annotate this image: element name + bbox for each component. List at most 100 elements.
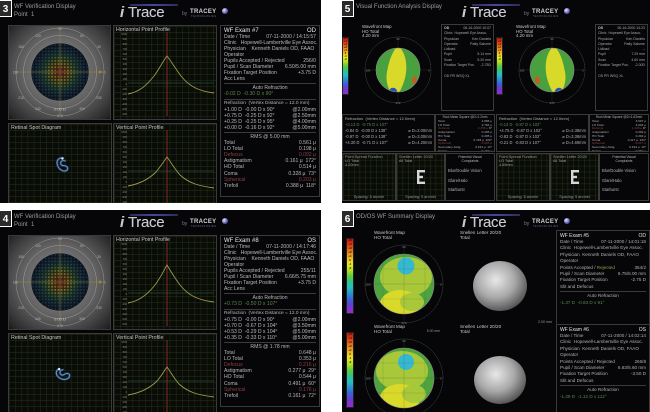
svg-text:-300: -300 bbox=[122, 307, 128, 311]
svg-text:900: 900 bbox=[123, 345, 128, 349]
svg-text:60: 60 bbox=[80, 34, 84, 38]
svg-text:0: 0 bbox=[104, 71, 106, 75]
svg-text:100: 100 bbox=[123, 287, 128, 291]
svg-text:500: 500 bbox=[123, 267, 128, 271]
svg-text:100: 100 bbox=[123, 385, 128, 389]
svg-text:-300: -300 bbox=[122, 195, 128, 199]
svg-text:200: 200 bbox=[123, 72, 128, 76]
svg-text:-200: -200 bbox=[122, 400, 128, 404]
svg-text:0: 0 bbox=[440, 283, 442, 287]
svg-text:-500: -500 bbox=[122, 317, 128, 321]
svg-text:1000: 1000 bbox=[121, 130, 127, 134]
svg-text:300: 300 bbox=[79, 317, 85, 321]
svg-text:500: 500 bbox=[123, 155, 128, 159]
svg-text:300: 300 bbox=[123, 165, 128, 169]
svg-text:150: 150 bbox=[18, 45, 24, 49]
svg-text:300: 300 bbox=[79, 107, 85, 111]
svg-text:1000: 1000 bbox=[121, 32, 127, 36]
svg-text:200: 200 bbox=[123, 282, 128, 286]
svg-text:-100: -100 bbox=[122, 87, 128, 91]
svg-text:-200: -200 bbox=[122, 302, 128, 306]
svg-text:900: 900 bbox=[123, 247, 128, 251]
svg-text:800: 800 bbox=[123, 42, 128, 46]
svg-text:-100: -100 bbox=[122, 297, 128, 301]
svg-text:100: 100 bbox=[123, 175, 128, 179]
svg-text:-600: -600 bbox=[122, 322, 128, 326]
svg-text:500: 500 bbox=[123, 365, 128, 369]
svg-text:90: 90 bbox=[550, 37, 554, 41]
svg-text:270: 270 bbox=[57, 114, 63, 118]
svg-text:180: 180 bbox=[366, 69, 371, 73]
svg-text:30: 30 bbox=[97, 255, 101, 259]
svg-text:-400: -400 bbox=[122, 312, 128, 316]
svg-text:200: 200 bbox=[123, 380, 128, 384]
svg-text:180: 180 bbox=[365, 377, 370, 381]
svg-text:90: 90 bbox=[402, 339, 406, 343]
svg-text:240: 240 bbox=[35, 317, 41, 321]
svg-text:180: 180 bbox=[520, 69, 525, 73]
svg-text:-200: -200 bbox=[122, 92, 128, 96]
svg-text:300: 300 bbox=[123, 67, 128, 71]
svg-text:-400: -400 bbox=[122, 102, 128, 106]
svg-text:120: 120 bbox=[35, 244, 41, 248]
svg-text:-500: -500 bbox=[122, 107, 128, 111]
svg-text:700: 700 bbox=[123, 47, 128, 51]
svg-text:-300: -300 bbox=[122, 405, 128, 409]
svg-text:0: 0 bbox=[440, 377, 442, 381]
svg-text:120: 120 bbox=[35, 34, 41, 38]
svg-text:700: 700 bbox=[123, 257, 128, 261]
svg-text:600: 600 bbox=[123, 360, 128, 364]
svg-text:270: 270 bbox=[550, 101, 555, 105]
svg-text:0.00 D: 0.00 D bbox=[54, 106, 66, 111]
svg-text:-400: -400 bbox=[122, 200, 128, 203]
svg-text:600: 600 bbox=[123, 150, 128, 154]
svg-text:1000: 1000 bbox=[121, 340, 127, 344]
svg-text:1000: 1000 bbox=[121, 242, 127, 246]
svg-text:210: 210 bbox=[18, 96, 24, 100]
svg-text:150: 150 bbox=[18, 255, 24, 259]
svg-text:700: 700 bbox=[123, 355, 128, 359]
svg-text:0: 0 bbox=[126, 180, 128, 184]
svg-text:100: 100 bbox=[123, 77, 128, 81]
svg-text:90: 90 bbox=[402, 245, 406, 249]
svg-text:-200: -200 bbox=[122, 190, 128, 194]
svg-text:270: 270 bbox=[57, 324, 63, 328]
svg-text:400: 400 bbox=[123, 370, 128, 374]
svg-text:800: 800 bbox=[123, 350, 128, 354]
svg-text:0: 0 bbox=[428, 69, 430, 73]
svg-text:0: 0 bbox=[126, 292, 128, 296]
svg-text:180: 180 bbox=[13, 71, 19, 75]
svg-text:-100: -100 bbox=[122, 395, 128, 399]
svg-text:60: 60 bbox=[80, 244, 84, 248]
svg-text:600: 600 bbox=[123, 262, 128, 266]
svg-text:240: 240 bbox=[35, 107, 41, 111]
svg-text:30: 30 bbox=[97, 45, 101, 49]
svg-text:90: 90 bbox=[396, 37, 400, 41]
svg-text:-300: -300 bbox=[122, 97, 128, 101]
svg-text:330: 330 bbox=[96, 96, 102, 100]
svg-text:300: 300 bbox=[123, 375, 128, 379]
svg-text:0: 0 bbox=[126, 82, 128, 86]
svg-text:0: 0 bbox=[582, 69, 584, 73]
svg-text:330: 330 bbox=[96, 306, 102, 310]
svg-text:180: 180 bbox=[13, 281, 19, 285]
svg-text:0: 0 bbox=[104, 281, 106, 285]
svg-text:800: 800 bbox=[123, 140, 128, 144]
svg-text:-100: -100 bbox=[122, 185, 128, 189]
svg-text:300: 300 bbox=[123, 277, 128, 281]
svg-text:200: 200 bbox=[123, 170, 128, 174]
svg-text:400: 400 bbox=[123, 272, 128, 276]
svg-text:900: 900 bbox=[123, 37, 128, 41]
svg-text:0.00 D: 0.00 D bbox=[54, 316, 66, 321]
svg-text:400: 400 bbox=[123, 62, 128, 66]
svg-text:400: 400 bbox=[123, 160, 128, 164]
svg-text:700: 700 bbox=[123, 145, 128, 149]
svg-text:500: 500 bbox=[123, 57, 128, 61]
svg-text:900: 900 bbox=[123, 135, 128, 139]
svg-text:600: 600 bbox=[123, 52, 128, 56]
svg-text:210: 210 bbox=[18, 306, 24, 310]
svg-text:800: 800 bbox=[123, 252, 128, 256]
svg-text:270: 270 bbox=[396, 101, 401, 105]
svg-text:180: 180 bbox=[365, 283, 370, 287]
svg-text:0: 0 bbox=[126, 390, 128, 394]
